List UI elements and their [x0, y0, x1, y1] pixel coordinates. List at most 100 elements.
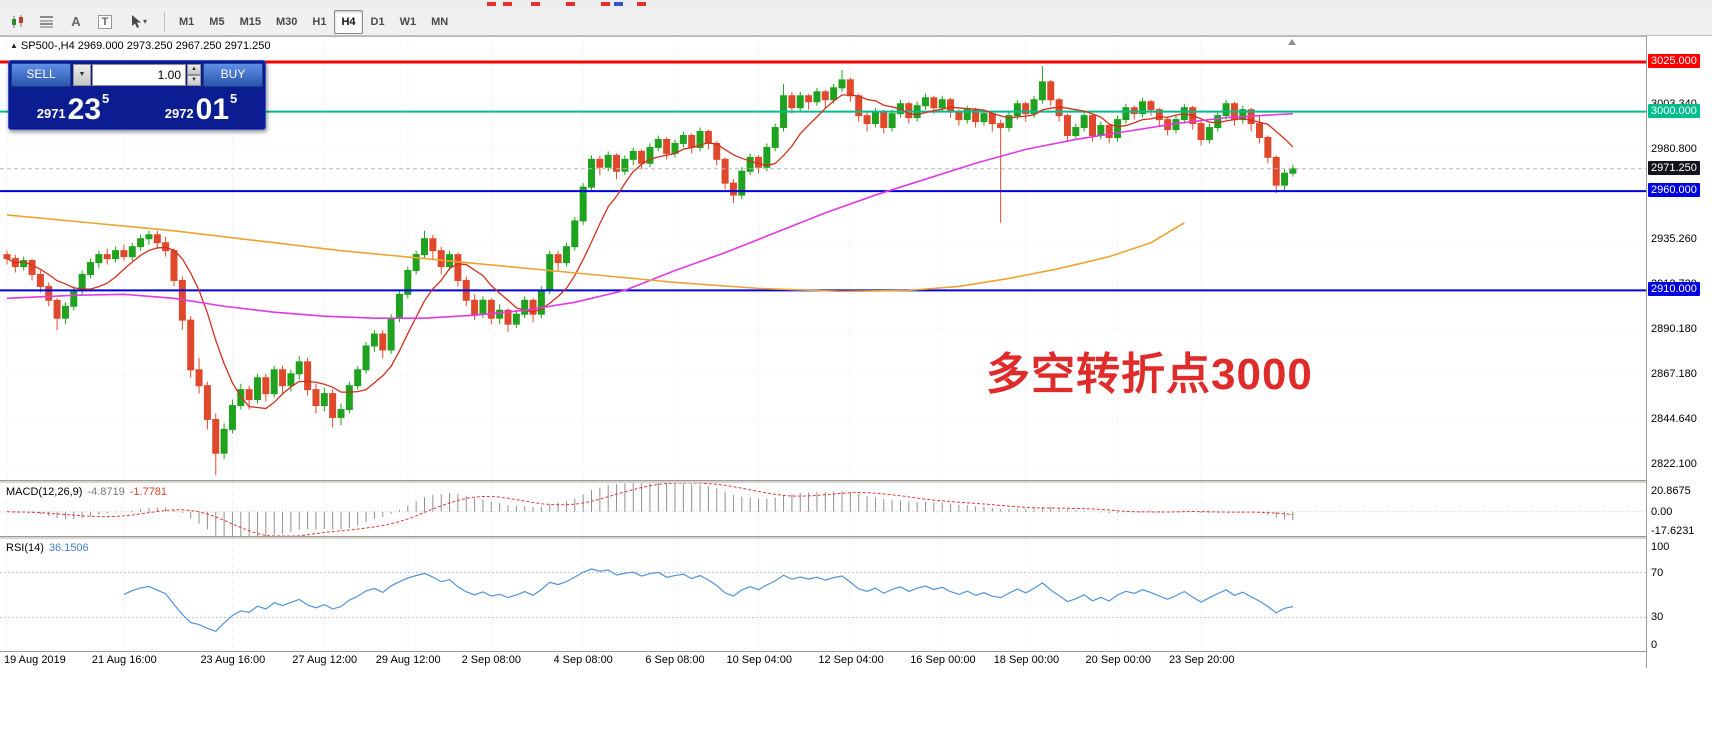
rsi-panel-canvas[interactable]	[0, 539, 1646, 651]
price-axis[interactable]: 3003.3402980.8002935.2602912.7202890.180…	[1646, 36, 1712, 668]
macd-main-value: -4.8719	[87, 486, 125, 498]
price-axis-badge: 2971.250	[1648, 160, 1700, 175]
candles-layer	[3, 65, 1297, 476]
time-axis-label: 21 Aug 16:00	[91, 654, 157, 666]
macd-panel-canvas[interactable]	[0, 483, 1646, 536]
time-axis[interactable]: 19 Aug 2019 21 Aug 16:00 23 Aug 16:00 27 Au…	[0, 651, 1646, 669]
rsi-indicator-label: RSI(14) 36.1506	[6, 542, 94, 554]
rsi-axis-label: 30	[1651, 611, 1664, 624]
text-annotation-tool-icon[interactable]: A	[71, 14, 81, 29]
cutoff-toolbar-mark	[614, 2, 623, 6]
price-axis-badge: 3025.000	[1648, 54, 1700, 69]
rsi-axis-label: 70	[1651, 566, 1664, 579]
volume-step-up-button[interactable]: ▲	[187, 64, 201, 75]
timeframe-button-group: M1 M5 M15 M30 H1 H4 D1 W1 MN	[172, 9, 456, 34]
timeframe-button-m1[interactable]: M1	[179, 15, 195, 28]
timeframe-button-m30[interactable]: M30	[275, 15, 298, 28]
panel-divider[interactable]	[0, 480, 1646, 483]
time-axis-label: 18 Sep 00:00	[993, 654, 1060, 666]
price-axis-label: 2980.800	[1651, 142, 1697, 155]
rsi-axis-label: 100	[1651, 541, 1670, 553]
sell-price-big-digits: 23	[67, 93, 102, 126]
cursor-tool-icon[interactable]: ▾	[120, 10, 156, 34]
chart-window-icon[interactable]	[4, 10, 32, 34]
ma-slow-line	[6, 214, 1185, 293]
timeframe-button-mn[interactable]: MN	[431, 15, 449, 28]
macd-signal-line	[6, 483, 1293, 536]
time-axis-label: 4 Sep 08:00	[553, 654, 613, 666]
time-axis-label: 29 Aug 12:00	[375, 654, 441, 666]
collapse-arrow-icon[interactable]: ▲	[10, 41, 18, 50]
buy-price-big-digits: 01	[195, 93, 230, 126]
price-axis-label: 2822.100	[1651, 457, 1697, 470]
rsi-name: RSI(14)	[6, 542, 44, 554]
time-axis-label: 2 Sep 08:00	[461, 654, 521, 666]
macd-axis-label: 0.00	[1651, 505, 1673, 518]
timeframe-button-h1[interactable]: H1	[312, 15, 327, 28]
time-axis-label: 12 Sep 04:00	[818, 654, 884, 666]
chart-text-annotation: 多空转折点3000	[986, 350, 1313, 399]
chart-shift-marker-icon	[1288, 39, 1296, 45]
macd-name: MACD(12,26,9)	[6, 486, 83, 498]
symbol-ohlc-header: ▲ SP500-,H4 2969.000 2973.250 2967.250 29…	[10, 40, 271, 52]
sell-price-prefix: 2971	[36, 106, 66, 121]
macd-indicator-label: MACD(12,26,9) -4.8719 -1.7781	[6, 486, 172, 498]
volume-stepper: ▲ ▼	[187, 64, 201, 86]
price-axis-badge: 2960.000	[1648, 183, 1700, 198]
volume-dropdown-button[interactable]: ▼	[73, 64, 91, 86]
time-axis-label: 10 Sep 04:00	[726, 654, 792, 666]
price-axis-badge: 2910.000	[1648, 282, 1700, 297]
price-axis-label: 2890.180	[1651, 322, 1697, 335]
price-axis-label: 2935.260	[1651, 233, 1697, 246]
rsi-value: 36.1506	[48, 542, 89, 554]
sell-button[interactable]: SELL	[11, 63, 71, 87]
volume-step-down-button[interactable]: ▼	[187, 75, 201, 86]
cutoff-toolbar-mark	[487, 2, 496, 6]
price-axis-label: 2867.180	[1651, 368, 1697, 381]
rsi-axis-label: 0	[1651, 639, 1658, 651]
time-axis-label: 19 Aug 2019	[4, 654, 66, 666]
time-axis-label: 27 Aug 12:00	[292, 654, 358, 666]
macd-signal-value: -1.7781	[129, 486, 168, 498]
symbol-name: SP500-,H4	[20, 40, 75, 52]
time-axis-label: 6 Sep 08:00	[645, 654, 705, 666]
cutoff-toolbar-mark	[531, 2, 540, 6]
buy-price-pip-digit: 5	[230, 91, 238, 106]
macd-axis-label: -17.6231	[1651, 525, 1695, 537]
ohlc-values: 2969.000 2973.250 2967.250 2971.250	[77, 40, 271, 52]
price-axis-badge: 3000.000	[1648, 103, 1700, 118]
buy-button[interactable]: BUY	[203, 63, 263, 87]
rsi-line	[123, 568, 1294, 632]
ma-fast-line	[6, 94, 1294, 410]
one-click-trading-panel: SELL ▼ ▲ ▼ BUY 2971 23 5 2972 01 5	[8, 60, 266, 130]
buy-price-button[interactable]: 2972 01 5	[137, 87, 265, 129]
price-axis-label: 2844.640	[1651, 413, 1697, 426]
timeframe-button-d1[interactable]: D1	[370, 15, 385, 28]
indicator-rows-icon[interactable]	[33, 10, 61, 34]
toolbar-tools-group: A T ▾	[4, 10, 157, 34]
timeframe-button-w1[interactable]: W1	[399, 15, 417, 28]
text-box-tool-icon[interactable]: T	[91, 10, 119, 34]
sell-price-button[interactable]: 2971 23 5	[9, 87, 137, 129]
timeframe-button-m15[interactable]: M15	[239, 15, 261, 28]
time-axis-label: 20 Sep 00:00	[1085, 654, 1151, 666]
timeframe-button-h4[interactable]: H4	[334, 9, 363, 34]
cutoff-toolbar-mark	[637, 2, 646, 6]
macd-axis-label: 20.8675	[1651, 485, 1691, 497]
cutoff-toolbar-mark	[566, 2, 575, 6]
timeframe-button-m5[interactable]: M5	[209, 15, 225, 28]
time-axis-label: 16 Sep 00:00	[910, 654, 976, 666]
toolbar-separator	[164, 11, 165, 32]
bottom-empty-strip	[0, 669, 1712, 733]
volume-input[interactable]	[92, 64, 186, 86]
time-axis-label: 23 Sep 20:00	[1169, 654, 1235, 666]
main-chart-canvas[interactable]	[0, 36, 1646, 481]
s_ell-price-pip-digit: 5	[102, 91, 110, 106]
buy-price-prefix: 2972	[164, 106, 194, 121]
time-axis-label: 23 Aug 16:00	[200, 654, 266, 666]
toolbar: A T ▾ M1 M5 M15 M30 H1 H4 D1 W1 MN	[0, 8, 1712, 36]
cutoff-toolbar-mark	[601, 2, 610, 6]
panel-divider[interactable]	[0, 536, 1646, 539]
cutoff-toolbar-mark	[503, 2, 512, 6]
